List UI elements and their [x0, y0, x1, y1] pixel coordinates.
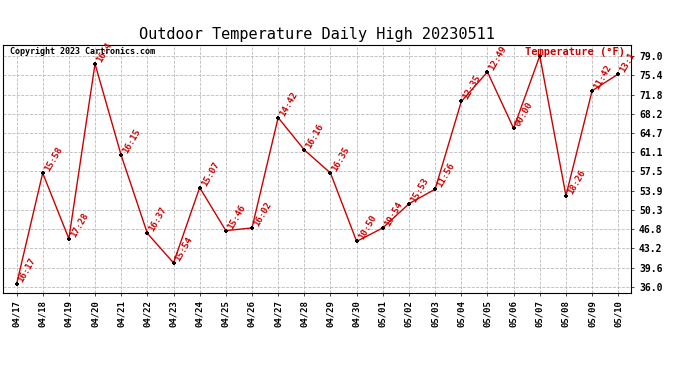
Point: [116, 152, 127, 158]
Text: 16:15: 16:15: [121, 128, 142, 155]
Text: 16:4: 16:4: [95, 41, 114, 64]
Point: [142, 230, 153, 236]
Text: 11:56: 11:56: [435, 161, 456, 189]
Text: Temperature (°F): Temperature (°F): [525, 48, 625, 57]
Point: [299, 147, 310, 153]
Point: [613, 71, 624, 77]
Point: [586, 88, 598, 94]
Point: [37, 170, 48, 176]
Text: 15:07: 15:07: [199, 160, 221, 188]
Text: 12:49: 12:49: [487, 44, 509, 72]
Text: 19:54: 19:54: [383, 200, 404, 228]
Text: 00:00: 00:00: [513, 100, 535, 128]
Text: 10:50: 10:50: [357, 214, 378, 242]
Text: 16:17: 16:17: [17, 256, 38, 284]
Point: [273, 115, 284, 121]
Text: 15:54: 15:54: [173, 235, 195, 263]
Text: 15:53: 15:53: [409, 176, 430, 204]
Point: [351, 238, 362, 244]
Point: [168, 260, 179, 266]
Point: [560, 193, 571, 199]
Point: [534, 53, 545, 59]
Point: [377, 225, 388, 231]
Text: Copyright 2023 Cartronics.com: Copyright 2023 Cartronics.com: [10, 48, 155, 57]
Text: 11:42: 11:42: [592, 63, 613, 91]
Text: 16:02: 16:02: [252, 200, 273, 228]
Point: [11, 281, 22, 287]
Point: [404, 201, 415, 207]
Title: Outdoor Temperature Daily High 20230511: Outdoor Temperature Daily High 20230511: [139, 27, 495, 42]
Text: 18:26: 18:26: [566, 168, 587, 196]
Point: [430, 186, 441, 192]
Text: 16:35: 16:35: [331, 145, 352, 173]
Point: [90, 61, 101, 67]
Text: 13:1: 13:1: [618, 51, 637, 74]
Text: 17:28: 17:28: [69, 211, 90, 239]
Point: [63, 236, 75, 242]
Point: [246, 225, 257, 231]
Point: [194, 184, 205, 190]
Text: 16:16: 16:16: [304, 122, 326, 150]
Text: 14:42: 14:42: [278, 90, 299, 118]
Point: [508, 125, 519, 131]
Text: 12:35: 12:35: [462, 74, 482, 102]
Text: 16:37: 16:37: [148, 206, 168, 233]
Point: [482, 69, 493, 75]
Text: 15:46: 15:46: [226, 203, 247, 231]
Point: [220, 228, 231, 234]
Point: [456, 99, 467, 105]
Point: [325, 170, 336, 176]
Text: 15:58: 15:58: [43, 145, 64, 173]
